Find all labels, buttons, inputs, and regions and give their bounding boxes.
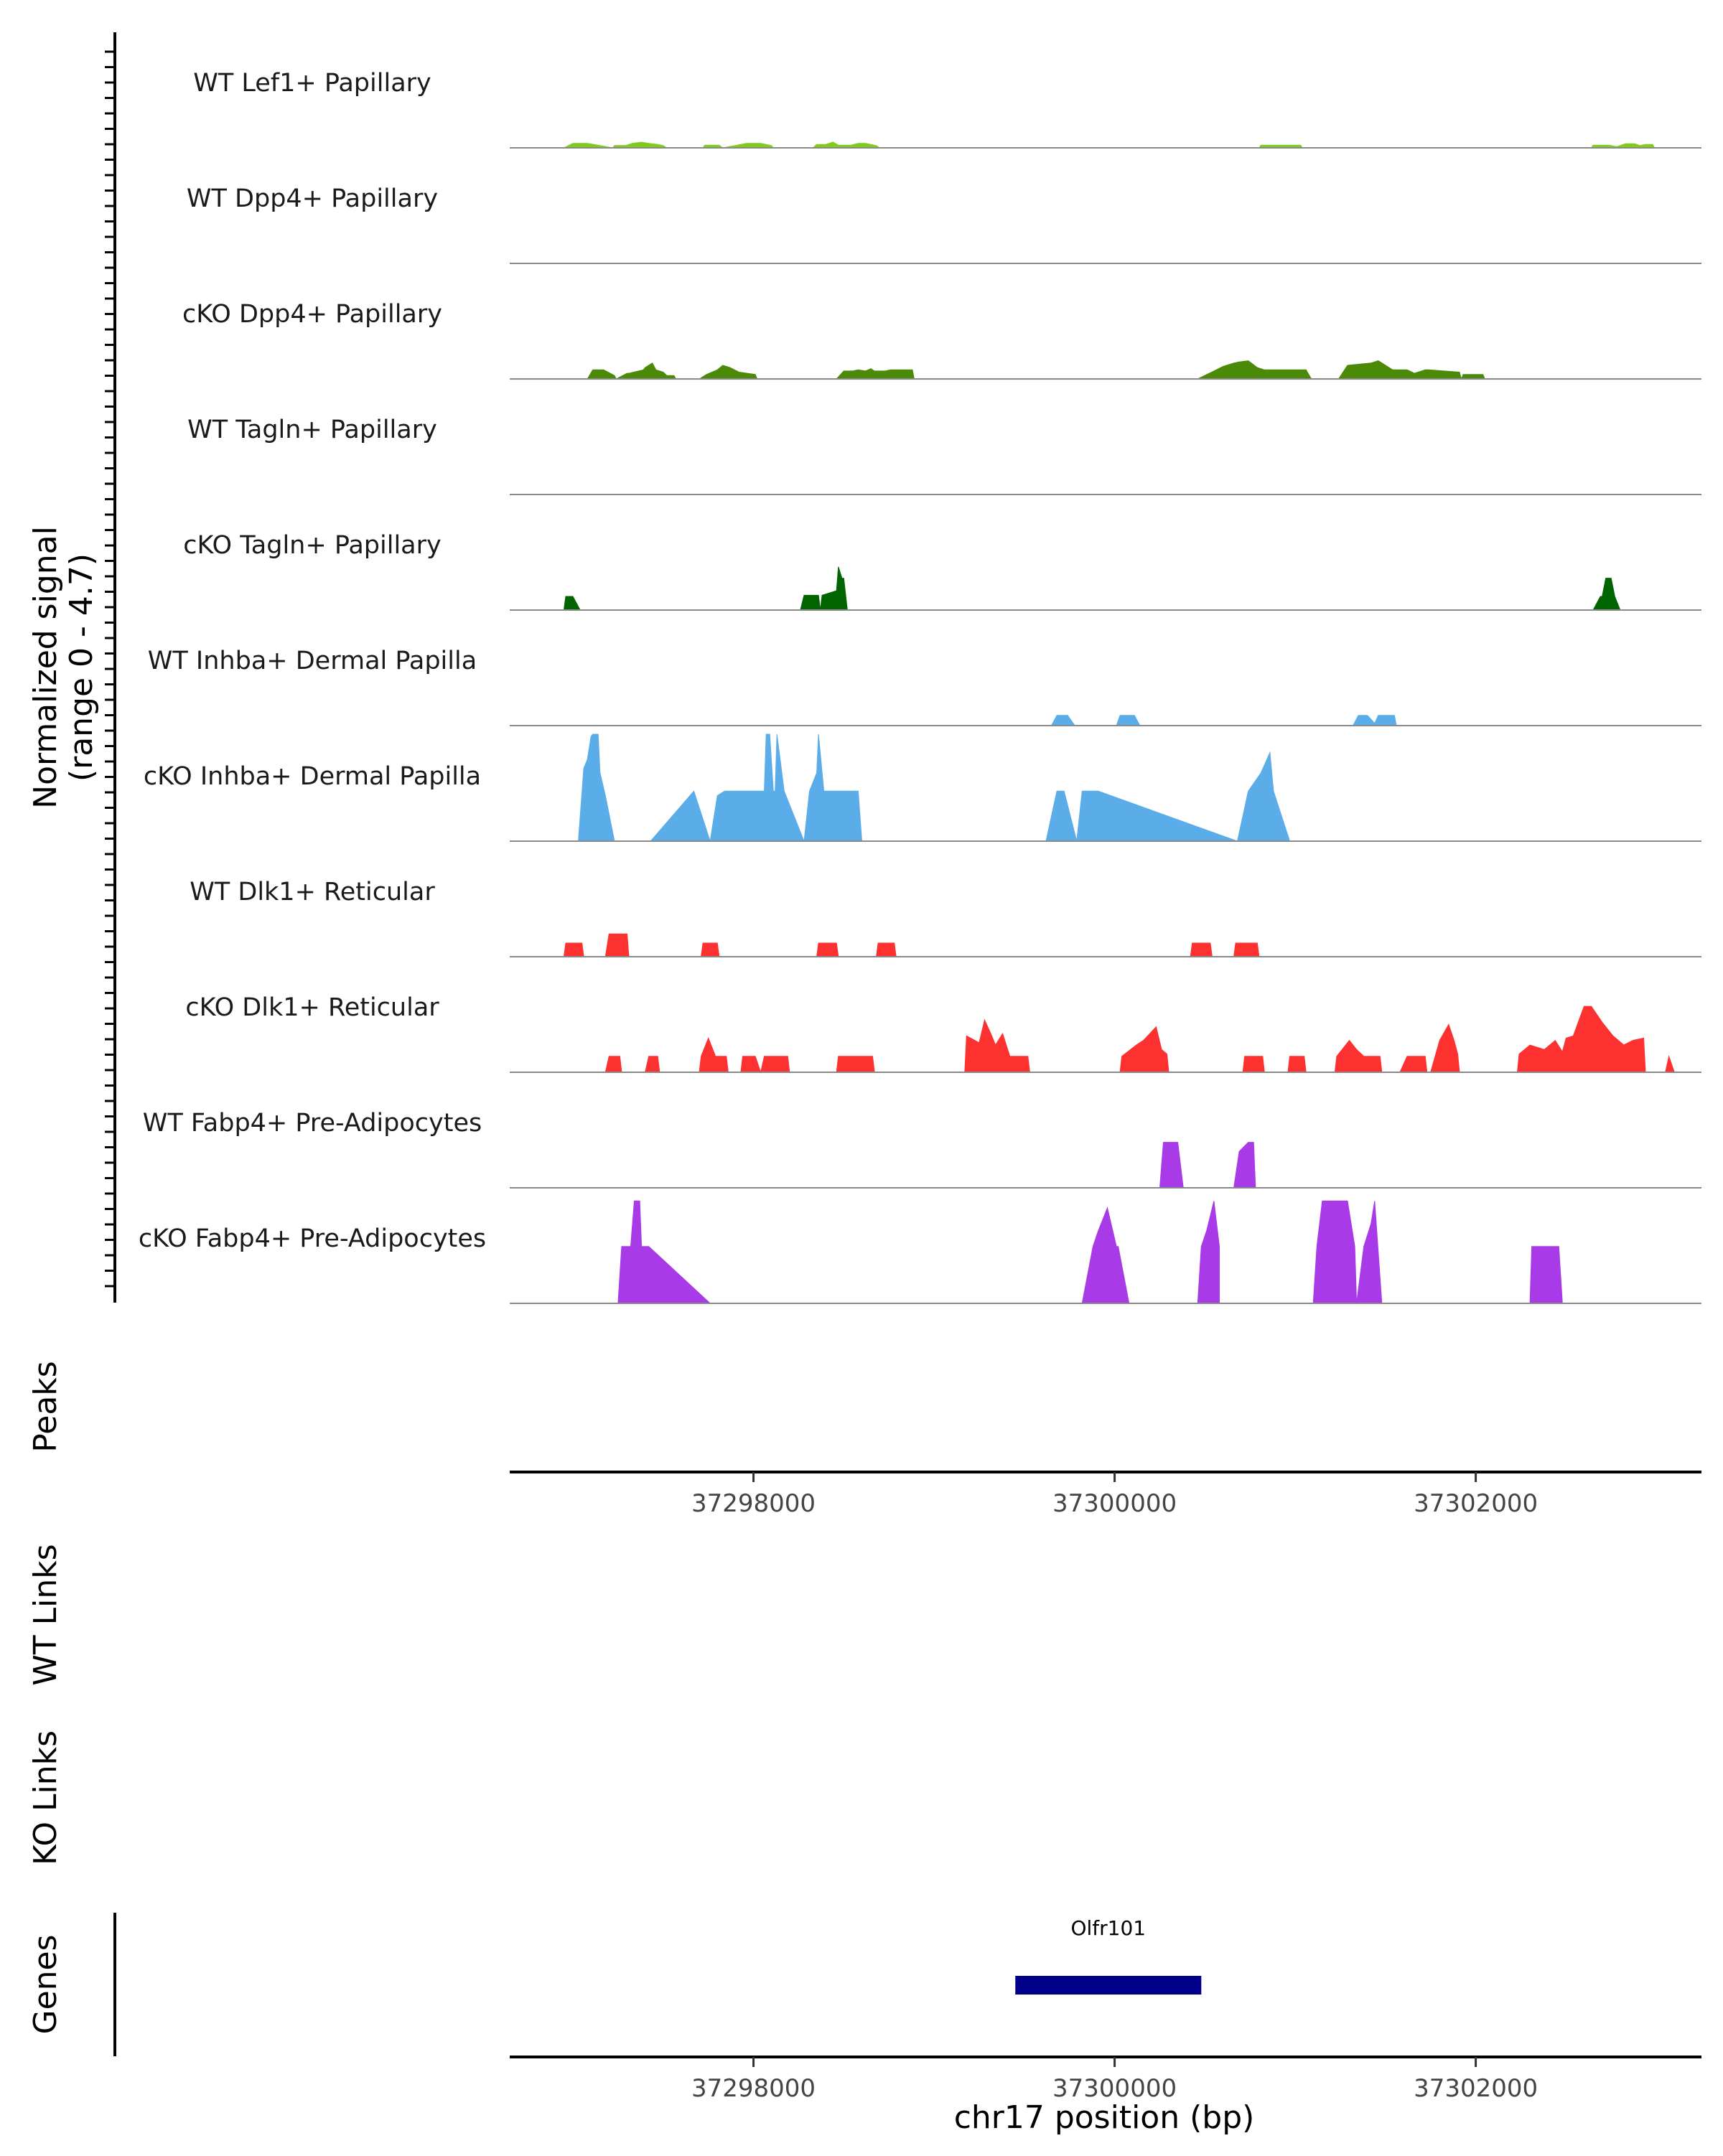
coverage-y-axis-ticks	[105, 50, 115, 1288]
coverage-area	[578, 733, 1291, 842]
genes-panel-label: Genes	[27, 1934, 64, 2034]
coverage-area	[1159, 1142, 1256, 1189]
x-axis-title: chr17 position (bp)	[954, 2099, 1255, 2136]
coverage-area	[564, 141, 1656, 149]
track-label: WT Tagln+ Papillary	[187, 416, 437, 444]
track-cko-fabp4-pre-adipocytes: cKO Fabp4+ Pre-Adipocytes	[139, 1200, 1701, 1304]
track-label: WT Dlk1+ Reticular	[190, 878, 435, 906]
track-label: cKO Dpp4+ Papillary	[182, 300, 442, 329]
track-cko-dlk1-reticular: cKO Dlk1+ Reticular	[185, 993, 1701, 1074]
coverage-y-label: Normalized signal	[27, 526, 64, 809]
track-wt-lef1-papillary: WT Lef1+ Papillary	[193, 69, 1701, 149]
track-label: WT Fabp4+ Pre-Adipocytes	[143, 1109, 482, 1138]
genes-track: Olfr101	[1015, 1916, 1202, 1995]
track-label: WT Inhba+ Dermal Papilla	[148, 647, 477, 675]
x-tick-label: 37298000	[691, 2074, 816, 2103]
ko-links-panel-label: KO Links	[27, 1730, 64, 1865]
track-wt-dpp4-papillary: WT Dpp4+ Papillary	[187, 184, 1701, 264]
coverage-area	[563, 933, 1260, 957]
coverage-y-label-range: (range 0 - 4.7)	[63, 553, 100, 782]
track-label: WT Lef1+ Papillary	[193, 69, 431, 98]
track-wt-tagln-papillary: WT Tagln+ Papillary	[187, 416, 1701, 495]
coverage-area	[617, 1200, 1563, 1304]
coverage-tracks: WT Lef1+ Papillary WT Dpp4+ Papillary cKO …	[139, 69, 1701, 1304]
track-label: cKO Fabp4+ Pre-Adipocytes	[139, 1224, 486, 1253]
track-label: cKO Tagln+ Papillary	[183, 531, 442, 560]
track-wt-inhba-dermal-papilla: WT Inhba+ Dermal Papilla	[148, 647, 1701, 726]
track-label: cKO Inhba+ Dermal Papilla	[144, 762, 481, 791]
coverage-area	[1050, 715, 1397, 726]
gene-olfr101	[1015, 1976, 1202, 1995]
track-wt-fabp4-pre-adipocytes: WT Fabp4+ Pre-Adipocytes	[143, 1109, 1701, 1189]
gene-label: Olfr101	[1070, 1916, 1146, 1940]
x-tick-label: 37300000	[1052, 2074, 1177, 2103]
track-wt-dlk1-reticular: WT Dlk1+ Reticular	[190, 878, 1701, 957]
coverage-area	[563, 566, 1621, 611]
coverage-area	[604, 1006, 1675, 1074]
genes-x-axis: 37298000 37300000 37302000	[691, 2057, 1538, 2103]
x-tick-label: 37298000	[691, 1489, 816, 1518]
x-tick-label: 37302000	[1414, 2074, 1538, 2103]
track-label: cKO Dlk1+ Reticular	[185, 993, 439, 1022]
track-cko-tagln-papillary: cKO Tagln+ Papillary	[183, 531, 1701, 611]
track-cko-dpp4-papillary: cKO Dpp4+ Papillary	[182, 300, 1701, 380]
peaks-panel-label: Peaks	[27, 1361, 64, 1452]
peaks-x-axis: 37298000 37300000 37302000	[691, 1472, 1538, 1518]
coverage-area	[587, 360, 1485, 380]
x-tick-label: 37300000	[1052, 1489, 1177, 1518]
x-tick-label: 37302000	[1414, 1489, 1538, 1518]
wt-links-panel-label: WT Links	[27, 1544, 64, 1685]
track-cko-inhba-dermal-papilla: cKO Inhba+ Dermal Papilla	[144, 733, 1701, 842]
track-label: WT Dpp4+ Papillary	[187, 184, 438, 213]
